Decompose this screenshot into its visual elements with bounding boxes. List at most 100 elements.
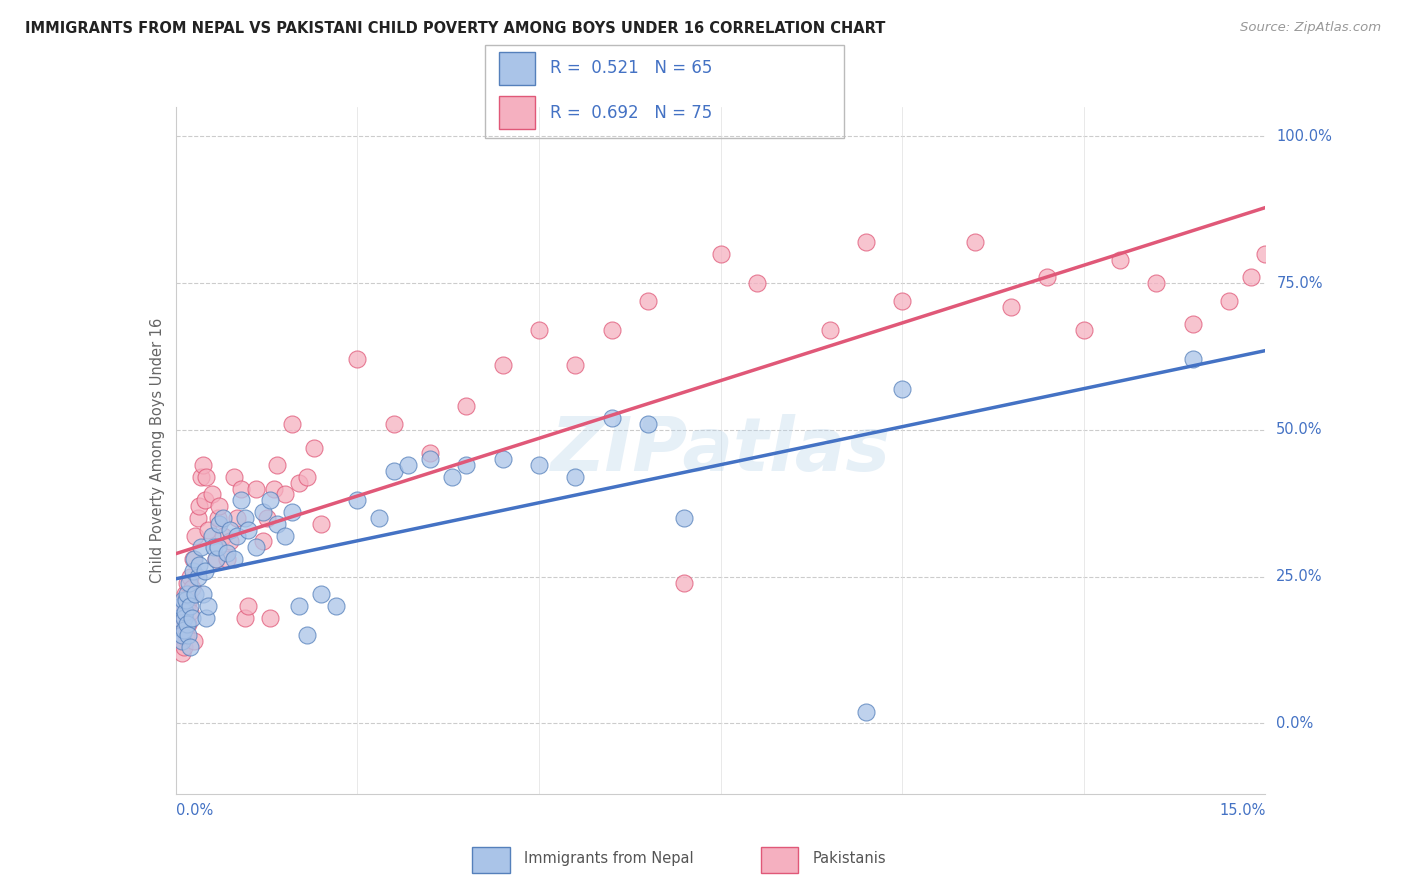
Text: IMMIGRANTS FROM NEPAL VS PAKISTANI CHILD POVERTY AMONG BOYS UNDER 16 CORRELATION: IMMIGRANTS FROM NEPAL VS PAKISTANI CHILD… bbox=[25, 21, 886, 36]
Point bbox=[1073, 323, 1095, 337]
Point bbox=[219, 523, 242, 537]
Text: 15.0%: 15.0% bbox=[1219, 803, 1265, 818]
Point bbox=[179, 599, 201, 613]
Point bbox=[564, 470, 586, 484]
Point bbox=[527, 323, 550, 337]
Text: 75.0%: 75.0% bbox=[1277, 276, 1323, 291]
Point bbox=[891, 382, 914, 396]
Point bbox=[368, 511, 391, 525]
Point bbox=[170, 616, 193, 631]
Point bbox=[226, 511, 249, 525]
Point bbox=[186, 569, 209, 583]
Point bbox=[527, 458, 550, 472]
Point bbox=[173, 640, 195, 654]
Point bbox=[212, 511, 235, 525]
Point bbox=[1036, 270, 1059, 285]
Point bbox=[226, 528, 249, 542]
Text: 100.0%: 100.0% bbox=[1277, 128, 1331, 144]
Point bbox=[176, 616, 198, 631]
Point bbox=[818, 323, 841, 337]
Point bbox=[325, 599, 347, 613]
Point bbox=[419, 452, 441, 467]
Point bbox=[274, 487, 297, 501]
Point bbox=[1146, 276, 1168, 290]
Point bbox=[170, 646, 193, 660]
Point bbox=[193, 587, 215, 601]
Point bbox=[177, 575, 200, 590]
Text: R =  0.521   N = 65: R = 0.521 N = 65 bbox=[550, 60, 711, 78]
Point bbox=[176, 599, 198, 613]
Bar bbox=[499, 52, 536, 85]
Text: 0.0%: 0.0% bbox=[1277, 716, 1313, 731]
Point bbox=[266, 516, 288, 531]
Point bbox=[673, 511, 696, 525]
Point bbox=[180, 582, 202, 596]
Point bbox=[170, 599, 193, 613]
Point bbox=[564, 359, 586, 373]
Point bbox=[204, 552, 226, 566]
Point bbox=[456, 458, 478, 472]
Point bbox=[215, 552, 238, 566]
Point bbox=[419, 446, 441, 460]
Point bbox=[245, 482, 267, 496]
Point bbox=[194, 564, 217, 578]
Point bbox=[600, 323, 623, 337]
Point bbox=[288, 475, 311, 490]
Point bbox=[215, 546, 238, 560]
Point bbox=[252, 505, 274, 519]
Point bbox=[174, 593, 197, 607]
Point bbox=[295, 628, 318, 642]
Point bbox=[1181, 352, 1204, 367]
Text: 25.0%: 25.0% bbox=[1277, 569, 1323, 584]
Point bbox=[195, 611, 218, 625]
Point bbox=[197, 523, 219, 537]
Point bbox=[1181, 318, 1204, 332]
Text: 50.0%: 50.0% bbox=[1277, 423, 1323, 437]
Point bbox=[181, 552, 204, 566]
Point bbox=[1218, 293, 1240, 308]
Point bbox=[1240, 270, 1263, 285]
Point bbox=[207, 511, 229, 525]
Text: Pakistanis: Pakistanis bbox=[813, 851, 886, 866]
Point bbox=[295, 470, 318, 484]
Point bbox=[302, 441, 325, 455]
Point bbox=[179, 640, 201, 654]
Point bbox=[259, 611, 281, 625]
Y-axis label: Child Poverty Among Boys Under 16: Child Poverty Among Boys Under 16 bbox=[149, 318, 165, 583]
Point bbox=[169, 611, 191, 625]
Point bbox=[174, 587, 197, 601]
Point bbox=[190, 470, 212, 484]
Point bbox=[1000, 300, 1022, 314]
Point bbox=[281, 417, 304, 431]
Text: 0.0%: 0.0% bbox=[176, 803, 212, 818]
Point bbox=[212, 528, 235, 542]
Point bbox=[259, 493, 281, 508]
Point bbox=[891, 293, 914, 308]
Point bbox=[172, 628, 194, 642]
Point bbox=[281, 505, 304, 519]
Point bbox=[207, 541, 229, 555]
Point bbox=[197, 599, 219, 613]
Point bbox=[177, 628, 200, 642]
Point bbox=[176, 587, 198, 601]
Text: ZIPatlas: ZIPatlas bbox=[551, 414, 890, 487]
Point bbox=[855, 705, 877, 719]
Point bbox=[382, 464, 405, 478]
Point bbox=[174, 628, 197, 642]
Point bbox=[233, 611, 256, 625]
Point bbox=[274, 528, 297, 542]
Point bbox=[180, 611, 202, 625]
Point bbox=[170, 634, 193, 648]
Point bbox=[179, 605, 201, 619]
Point bbox=[184, 587, 207, 601]
Point bbox=[238, 523, 260, 537]
Point bbox=[219, 534, 242, 549]
Point bbox=[181, 564, 204, 578]
Bar bbox=[761, 847, 799, 872]
Point bbox=[263, 482, 285, 496]
Point bbox=[201, 528, 224, 542]
Point bbox=[190, 541, 212, 555]
Point bbox=[440, 470, 463, 484]
Point bbox=[266, 458, 288, 472]
Text: R =  0.692   N = 75: R = 0.692 N = 75 bbox=[550, 103, 711, 121]
